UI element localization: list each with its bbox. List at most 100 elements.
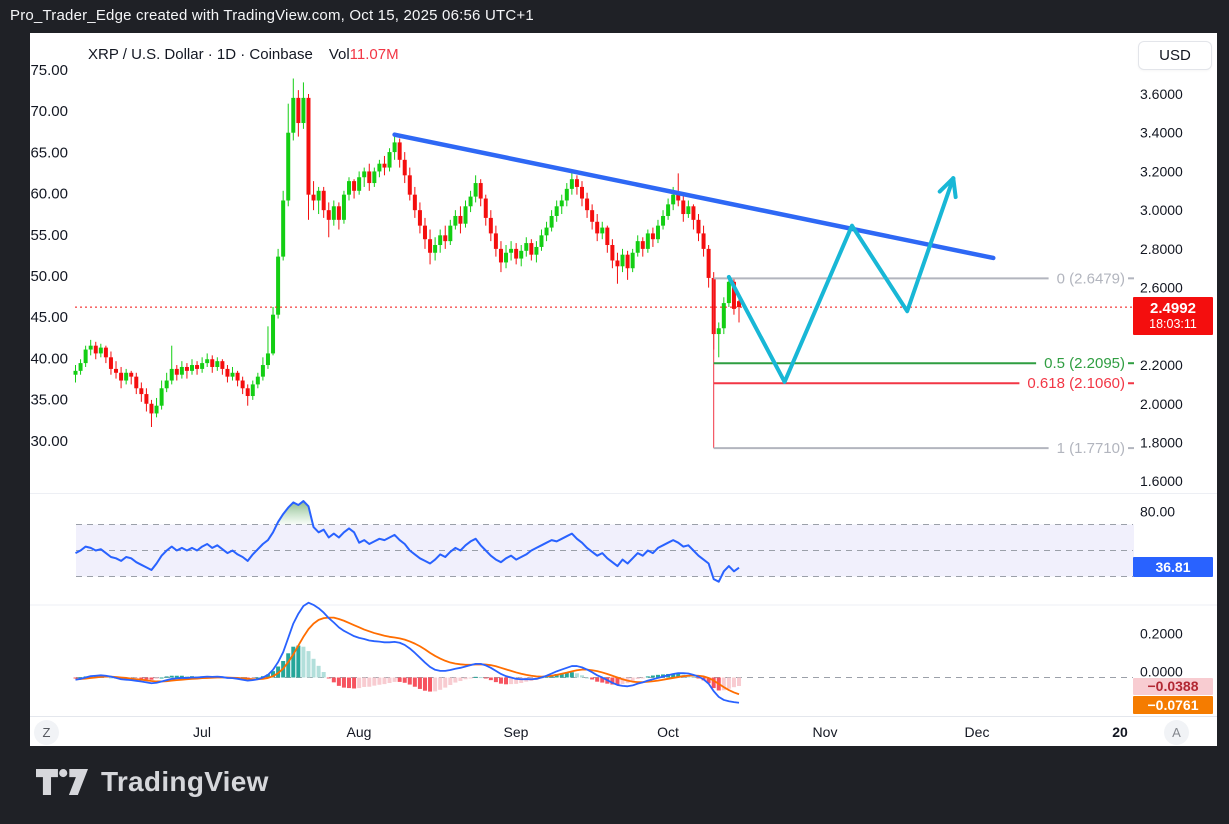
volume-label: Vol <box>328 45 350 63</box>
candle-body <box>539 235 544 247</box>
candle-body <box>250 384 255 397</box>
candle-body <box>362 171 367 178</box>
candle-body <box>661 215 666 226</box>
macd-histogram-bar <box>149 677 154 680</box>
candle-body <box>696 219 701 234</box>
macd-histogram-bar <box>139 677 144 680</box>
macd-histogram-bar <box>331 677 336 683</box>
candle-body <box>671 194 676 205</box>
macd-histogram-bar <box>291 646 296 678</box>
indicator-panels <box>30 493 1217 678</box>
candle-body <box>119 372 124 381</box>
tradingview-logo-icon <box>36 769 88 795</box>
macd-histogram-bar <box>655 674 660 678</box>
candle-body <box>93 345 98 354</box>
axis-labels[interactable]: 3.6000 3.4000 3.2000 3.0000 2.8000 2.6000 2.20… <box>30 62 1183 740</box>
macd-histogram-label: −0.0388 <box>1133 678 1213 695</box>
candle-body <box>276 256 281 315</box>
candle-body <box>422 225 427 240</box>
fib-retracement-layer[interactable]: 0 (2.6479) 0.5 (2.2095) 0.618 (2.1060) 1 (1… <box>713 270 1134 457</box>
candle-body <box>98 347 103 354</box>
macd-histogram-bar <box>473 676 478 678</box>
macd-histogram-bar <box>650 675 655 678</box>
macd-histogram-bar <box>610 677 615 685</box>
macd-histogram-bar <box>509 677 514 685</box>
candle-body <box>448 225 453 242</box>
candle-body <box>721 303 726 329</box>
macd-histogram-bar <box>108 677 113 679</box>
candle-body <box>635 241 640 253</box>
macd-histogram-bar <box>544 676 549 678</box>
time-axis-tick[interactable]: Aug <box>347 724 372 740</box>
scroll-left-button[interactable]: Z <box>34 720 59 745</box>
macd-histogram-bar <box>433 677 438 692</box>
macd-histogram-bar <box>458 677 463 682</box>
fib-level-label: 1 (1.7710) <box>1057 440 1125 457</box>
scroll-left-label: Z <box>42 725 51 740</box>
macd-histogram-bar <box>671 673 676 678</box>
candle-body <box>701 233 706 249</box>
time-axis-tick[interactable]: Sep <box>504 724 529 740</box>
macd-histogram-bar <box>726 677 731 689</box>
candle-body <box>428 239 433 253</box>
chart-legend[interactable]: XRP / U.S. Dollar · 1D · Coinbase Vol 11… <box>88 45 399 63</box>
price-axis-tick: 3.2000 <box>1140 163 1183 179</box>
price-axis-tick: 2.8000 <box>1140 241 1183 257</box>
candle-body <box>443 235 448 242</box>
macd-axis-tick: 0.0000 <box>1140 664 1183 680</box>
candle-body <box>205 359 210 364</box>
candle-body <box>574 179 579 187</box>
macd-histogram-bar <box>438 677 443 690</box>
macd-line <box>75 601 740 704</box>
candle-body <box>139 388 144 395</box>
macd-histogram-bar <box>296 645 301 678</box>
macd-histogram-bar <box>362 677 367 687</box>
time-axis-tick[interactable]: Oct <box>657 724 679 740</box>
macd-histogram-value: −0.0388 <box>1147 678 1199 695</box>
drawings-layer[interactable] <box>392 132 996 384</box>
macd-histogram-bar <box>731 677 736 688</box>
macd-histogram-bar <box>463 677 468 680</box>
currency-toggle-button[interactable]: USD <box>1138 41 1212 70</box>
candle-body <box>88 345 93 350</box>
candle-body <box>184 366 189 371</box>
price-axis-tick: 3.6000 <box>1140 86 1183 102</box>
time-axis-tick[interactable]: 20 <box>1112 724 1128 740</box>
candle-body <box>569 179 574 189</box>
macd-histogram-bar <box>407 677 412 685</box>
candle-body <box>580 186 584 199</box>
symbol-title[interactable]: XRP / U.S. Dollar · 1D · Coinbase <box>88 45 313 63</box>
candle-body <box>681 200 686 215</box>
time-axis-tick[interactable]: Nov <box>813 724 838 740</box>
candle-body <box>129 372 134 377</box>
macd-histogram-bar <box>448 677 453 685</box>
candle-body <box>686 206 691 215</box>
chart-canvas[interactable]: 0 (2.6479) 0.5 (2.2095) 0.618 (2.1060) 1 (1… <box>30 33 1217 746</box>
candle-body <box>559 200 564 207</box>
macd-histogram-bar <box>179 675 184 678</box>
candle-body <box>306 97 311 195</box>
chart-panel[interactable]: 0 (2.6479) 0.5 (2.2095) 0.618 (2.1060) 1 (1… <box>30 33 1217 746</box>
left-axis-tick: 70.00 <box>30 103 68 120</box>
price-axis-tick: 2.6000 <box>1140 280 1183 296</box>
candle-body <box>590 210 595 222</box>
candle-body <box>438 235 443 246</box>
candle-body <box>493 233 498 249</box>
candle-body <box>124 372 129 381</box>
candle-body <box>215 361 220 367</box>
time-axis-tick[interactable]: Dec <box>965 724 990 740</box>
candle-body <box>458 215 463 224</box>
macd-histogram-bar <box>600 677 605 683</box>
tradingview-logo[interactable]: TradingView <box>36 766 269 798</box>
macd-histogram-bar <box>387 677 392 683</box>
macd-histogram-bar <box>321 672 326 678</box>
scroll-right-button[interactable]: A <box>1164 720 1189 745</box>
time-axis-tick[interactable]: Jul <box>193 724 211 740</box>
macd-histogram-bar <box>255 677 260 679</box>
candle-body <box>564 188 569 201</box>
candle-body <box>585 198 590 211</box>
candle-body <box>468 196 473 207</box>
candle-body <box>336 206 341 220</box>
candle-body <box>195 365 200 369</box>
macd-histogram-bar <box>341 677 346 688</box>
